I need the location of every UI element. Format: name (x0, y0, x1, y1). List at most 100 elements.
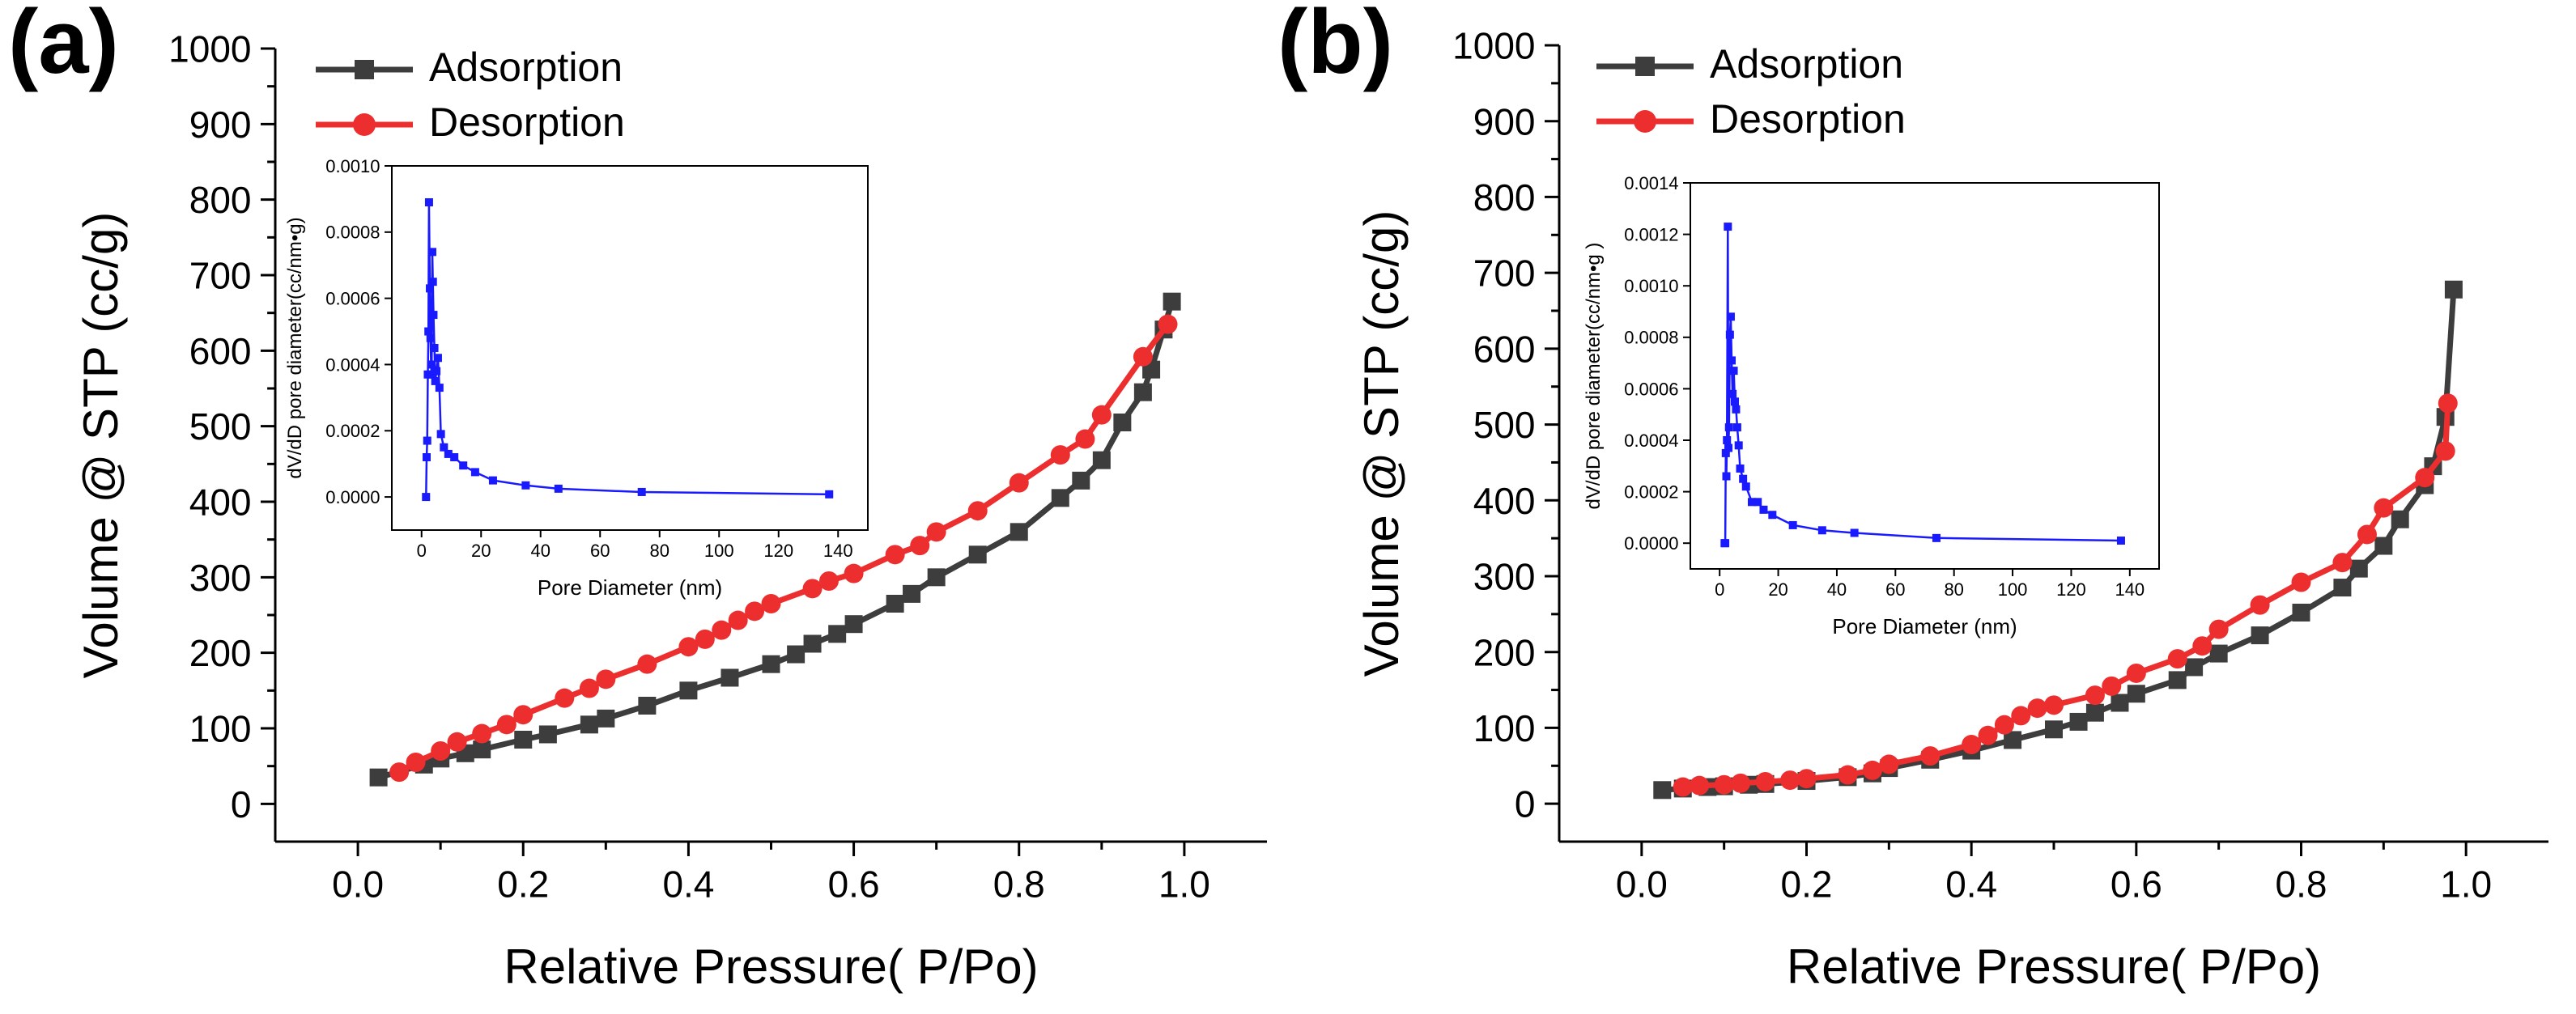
panel-b-desorption-point (1879, 754, 1899, 774)
panel-a-main-ytick-label: 800 (189, 179, 252, 221)
panel-b-adsorption-point (2391, 510, 2409, 528)
panel-b-inset-series-point (1753, 498, 1762, 507)
panel-a-desorption-point (637, 654, 657, 674)
panel-a-inset-series-point (427, 360, 436, 369)
panel-b-main-ytick-label: 400 (1473, 480, 1536, 522)
panel-a-inset-xtick-label: 100 (704, 541, 734, 561)
panel-a-inset-series-point (488, 476, 497, 485)
panel-b-main-ytick-label: 700 (1473, 252, 1536, 295)
panel-a-desorption-point (844, 563, 864, 583)
panel-b-desorption-point (2435, 441, 2455, 461)
panel-a-inset-ytick-label: 0.0006 (325, 289, 380, 309)
panel-b-inset-ytick-label: 0.0012 (1624, 225, 1678, 245)
panel-b-desorption-point (2415, 468, 2435, 488)
panel-a-inset-ytick-label: 0.0002 (325, 421, 380, 441)
panel-b-inset-xtick-label: 60 (1885, 579, 1905, 600)
panel-b-inset-series-point (1741, 482, 1750, 491)
panel-b-desorption-point (2167, 649, 2187, 669)
panel-a-desorption-point (761, 594, 781, 613)
panel-b-adsorption-point (2349, 559, 2368, 578)
panel-a-inset-series-point (436, 430, 445, 439)
panel-a-adsorption-point (1113, 414, 1132, 431)
panel-b-adsorption-point (2209, 644, 2228, 663)
panel-a-main-ytick-label: 100 (189, 708, 252, 750)
panel-b-adsorption-point (2185, 658, 2204, 677)
panel-a-label: (a) (8, 0, 119, 92)
panel-a-adsorption-point (1163, 292, 1181, 311)
panel-a-main-xtick-label: 0.4 (662, 863, 714, 906)
panel-a-inset-series-point (426, 284, 435, 293)
panel-b-desorption-point (2044, 695, 2064, 715)
panel-a-inset-series-point (521, 481, 530, 490)
panel-a-inset-series-point (428, 278, 437, 286)
panel-b-inset-series-point (1932, 533, 1941, 542)
panel-b-inset-series-point (1759, 505, 1768, 514)
panel-b-desorption-point (2250, 595, 2270, 615)
panel-b-desorption-point (2208, 619, 2229, 639)
panel-b-inset-xlabel: Pore Diameter (nm) (1832, 614, 2017, 639)
panel-b-inset-series-point (1724, 223, 1732, 231)
panel-b-inset-series-point (1724, 423, 1733, 432)
panel-b-adsorption-point (2168, 671, 2187, 689)
panel-b-inset-series-point (1731, 397, 1740, 406)
panel-a-main-ytick-label: 700 (189, 255, 252, 297)
panel-b-inset-series-point (1768, 511, 1777, 520)
panel-b-desorption-point (2332, 553, 2353, 573)
panel-a-adsorption-point (597, 709, 615, 728)
panel-a-inset-series-point (637, 487, 646, 496)
panel-a-adsorption-point (514, 731, 533, 749)
panel-b-inset-series-point (1721, 539, 1730, 548)
panel-a-inset-series-point (440, 443, 448, 452)
panel-b-desorption-point (2357, 524, 2377, 545)
panel-b-desorption-point (1714, 774, 1734, 795)
panel-a-inset-frame (391, 165, 869, 531)
panel-b-main-xtick-label: 1.0 (2440, 863, 2492, 906)
panel-b-desorption-point (1731, 773, 1751, 793)
panel-b-adsorption-point (2085, 703, 2104, 722)
panel-b-legend-marker (1634, 110, 1656, 133)
panel-a-desorption-point (472, 723, 492, 744)
panel-b-adsorption-point (1653, 781, 1672, 800)
panel-a-inset-xtick-label: 120 (763, 541, 793, 561)
panel-b-inset-ytick-label: 0.0008 (1624, 328, 1678, 348)
panel-a-inset-series-point (430, 344, 439, 352)
panel-a-desorption-point (712, 620, 732, 640)
panel-b-main-xtick-label: 0.8 (2276, 863, 2327, 906)
panel-a-desorption-point (1009, 473, 1029, 493)
panel-a-inset: 0 20 40 60 80 100 120 140 0.0000 0.0002 0.0004 0.00… (284, 156, 869, 600)
panel-a-main-ytick-label: 900 (189, 104, 252, 146)
panel-a-inset-ytick-label: 0.0010 (325, 156, 380, 176)
panel-b-main-ytick-label: 500 (1473, 404, 1536, 446)
panel-a-inset-series-point (435, 384, 444, 392)
panel-a-desorption-point (406, 753, 426, 772)
panel-a-desorption-point (1075, 429, 1095, 449)
panel-b-main-ytick-label: 0 (1515, 783, 1536, 825)
panel-a-adsorption-point (1051, 489, 1069, 507)
panel-b-desorption-point (1962, 735, 1982, 755)
panel-a-inset-ytick-label: 0.0004 (325, 354, 380, 375)
panel-a-inset-series-point (470, 468, 479, 477)
panel-b-inset-series-point (1721, 448, 1730, 457)
panel-a-adsorption-point (886, 595, 904, 613)
panel-b-inset-ytick-label: 0.0010 (1624, 276, 1678, 296)
panel-b-adsorption-point (2374, 537, 2393, 555)
panel-b-desorption-point (2126, 663, 2146, 683)
panel-b-inset-series-point (1728, 389, 1737, 398)
panel-b-inset-series-point (1722, 472, 1731, 481)
panel-a-inset-series-point (554, 484, 563, 493)
panel-a-inset-series-point (427, 370, 436, 379)
panel-b-main-ytick-label: 200 (1473, 631, 1536, 673)
panel-a-inset-xtick-label: 140 (823, 541, 853, 561)
panel-a-ylabel: Volume @ STP (cc/g) (74, 212, 128, 679)
panel-a-main-xtick-label: 0.6 (828, 863, 880, 906)
panel-b-inset-series-point (1732, 405, 1741, 414)
panel-a-main-ytick-label: 0 (231, 783, 252, 825)
panel-b-inset-series-point (1723, 436, 1732, 444)
panel-a-desorption-point (579, 678, 599, 698)
panel-a-inset-series-point (450, 453, 459, 461)
panel-b-main-xtick-label: 0.4 (1945, 863, 1997, 906)
panel-a-legend-marker (353, 113, 376, 136)
panel-a-inset-series-point (424, 198, 433, 206)
panel-b-adsorption-point (2111, 694, 2129, 712)
panel-b-desorption-point (1780, 770, 1800, 791)
